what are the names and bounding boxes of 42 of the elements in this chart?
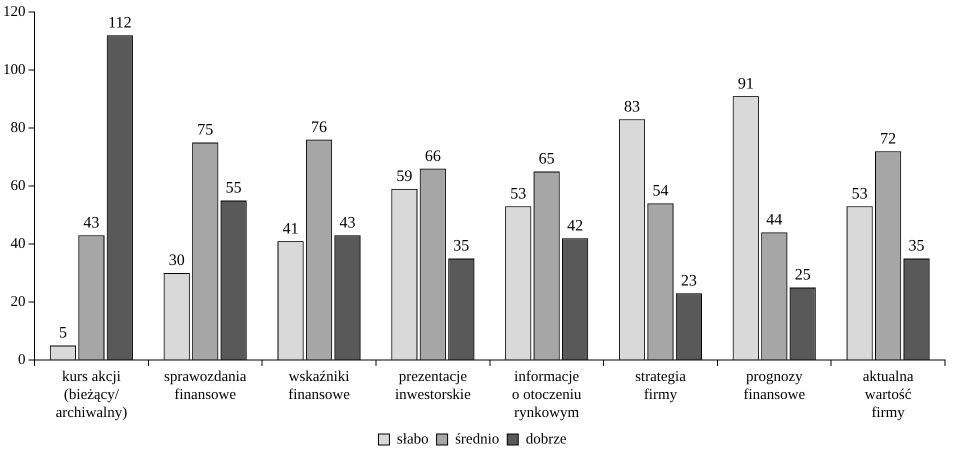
y-tick-label: 0 (18, 352, 26, 368)
data-label: 43 (83, 214, 100, 232)
y-tick-label: 80 (10, 120, 26, 136)
x-tick-label: wskaźniki finansowe (288, 368, 350, 403)
data-label: 91 (738, 75, 754, 92)
y-tick-label: 60 (10, 178, 26, 194)
x-tick-label: prezentacje inwestorskie (394, 368, 472, 403)
data-label: 66 (424, 148, 441, 165)
y-tick-label: 120 (3, 4, 26, 20)
data-label: 72 (880, 130, 896, 148)
y-tick-label: 40 (10, 236, 26, 252)
x-tick-label: aktualna wartość firmy (862, 368, 914, 421)
data-label: 76 (311, 118, 328, 136)
data-label: 35 (453, 238, 470, 255)
x-tick-label: kurs akcji (bieżący/ archiwalny) (56, 368, 128, 421)
data-label: 55 (226, 180, 242, 197)
x-tick-label: strategia firmy (635, 368, 686, 403)
x-tick-label: informacje o otoczeniu rynkowym (512, 368, 582, 421)
y-tick-label: 100 (3, 62, 26, 78)
data-label: 83 (624, 98, 640, 116)
data-label: 41 (282, 220, 299, 238)
data-label: 5 (58, 324, 67, 342)
legend-label: średnio (455, 431, 500, 448)
data-label: 53 (852, 186, 868, 203)
data-label: 30 (168, 252, 185, 270)
data-label: 59 (396, 168, 412, 186)
data-label: 23 (680, 272, 697, 290)
legend-label: słabo (396, 431, 429, 448)
x-tick-label: sprawozdania finansowe (164, 368, 247, 403)
data-label: 44 (766, 212, 782, 229)
y-tick-label: 20 (10, 294, 26, 310)
data-label: 75 (197, 122, 214, 139)
data-label: 65 (538, 150, 555, 168)
data-label: 53 (510, 186, 526, 203)
data-label: 25 (794, 266, 811, 284)
data-label: 43 (339, 214, 356, 232)
x-tick-label: prognozy finansowe (743, 368, 806, 403)
data-label: 112 (108, 14, 132, 32)
data-label: 54 (652, 182, 668, 200)
legend-label: dobrze (526, 431, 567, 448)
data-label: 42 (567, 217, 584, 234)
data-label: 35 (908, 238, 925, 255)
